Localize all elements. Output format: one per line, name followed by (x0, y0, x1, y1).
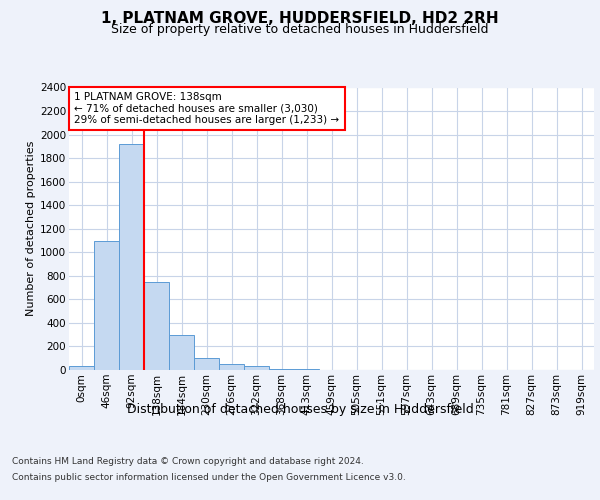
Bar (269, 369, 294, 370)
Text: Size of property relative to detached houses in Huddersfield: Size of property relative to detached ho… (111, 22, 489, 36)
Bar (144, 282, 169, 370)
Bar (194, 358, 219, 370)
Bar (119, 144, 144, 370)
Text: Contains public sector information licensed under the Open Government Licence v3: Contains public sector information licen… (12, 472, 406, 482)
Text: 1, PLATNAM GROVE, HUDDERSFIELD, HD2 2RH: 1, PLATNAM GROVE, HUDDERSFIELD, HD2 2RH (101, 11, 499, 26)
Y-axis label: Number of detached properties: Number of detached properties (26, 141, 36, 316)
Bar (69, 366, 94, 370)
Bar (169, 334, 194, 370)
Bar (219, 364, 244, 370)
Bar (244, 366, 269, 370)
Text: Distribution of detached houses by size in Huddersfield: Distribution of detached houses by size … (127, 402, 473, 415)
Bar (94, 240, 119, 370)
Text: Contains HM Land Registry data © Crown copyright and database right 2024.: Contains HM Land Registry data © Crown c… (12, 458, 364, 466)
Text: 1 PLATNAM GROVE: 138sqm
← 71% of detached houses are smaller (3,030)
29% of semi: 1 PLATNAM GROVE: 138sqm ← 71% of detache… (74, 92, 340, 125)
